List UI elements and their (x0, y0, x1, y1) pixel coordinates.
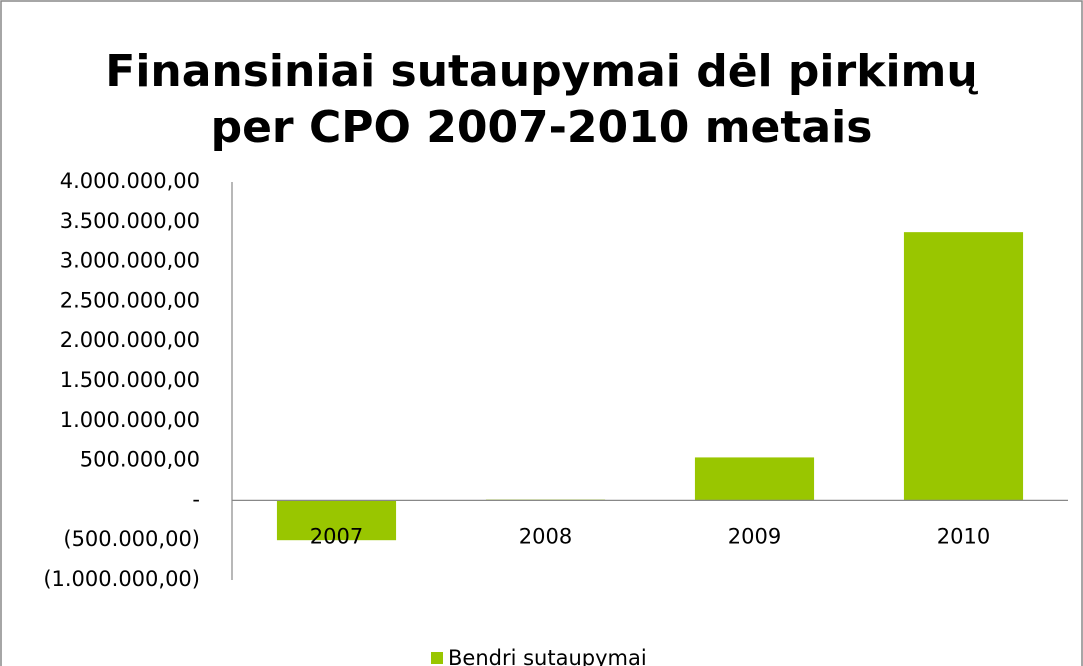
y-tick-label: (500.000,00) (63, 527, 200, 551)
y-tick-label: (1.000.000,00) (43, 567, 200, 591)
legend-label: Bendri sutaupymai (448, 646, 647, 666)
chart-title: Finansiniai sutaupymai dėl pirkimų per C… (105, 46, 978, 153)
y-tick-label: 2.500.000,00 (60, 288, 200, 312)
bar (694, 457, 815, 501)
legend-swatch (431, 652, 443, 664)
x-tick-label: 2010 (937, 524, 990, 548)
y-tick-label: 2.000.000,00 (60, 328, 200, 352)
bar (276, 500, 397, 541)
y-tick-label: 4.000.000,00 (60, 169, 200, 193)
y-tick-label: 1.500.000,00 (60, 368, 200, 392)
y-tick-label: - (192, 487, 200, 511)
y-tick-label: 3.500.000,00 (60, 209, 200, 233)
x-tick-label: 2007 (310, 524, 363, 548)
y-tick-label: 3.000.000,00 (60, 249, 200, 273)
x-tick-label: 2008 (519, 524, 572, 548)
x-tick-label: 2009 (728, 524, 781, 548)
bar (903, 232, 1024, 501)
y-tick-label: 500.000,00 (80, 448, 200, 472)
y-tick-label: 1.000.000,00 (60, 408, 200, 432)
